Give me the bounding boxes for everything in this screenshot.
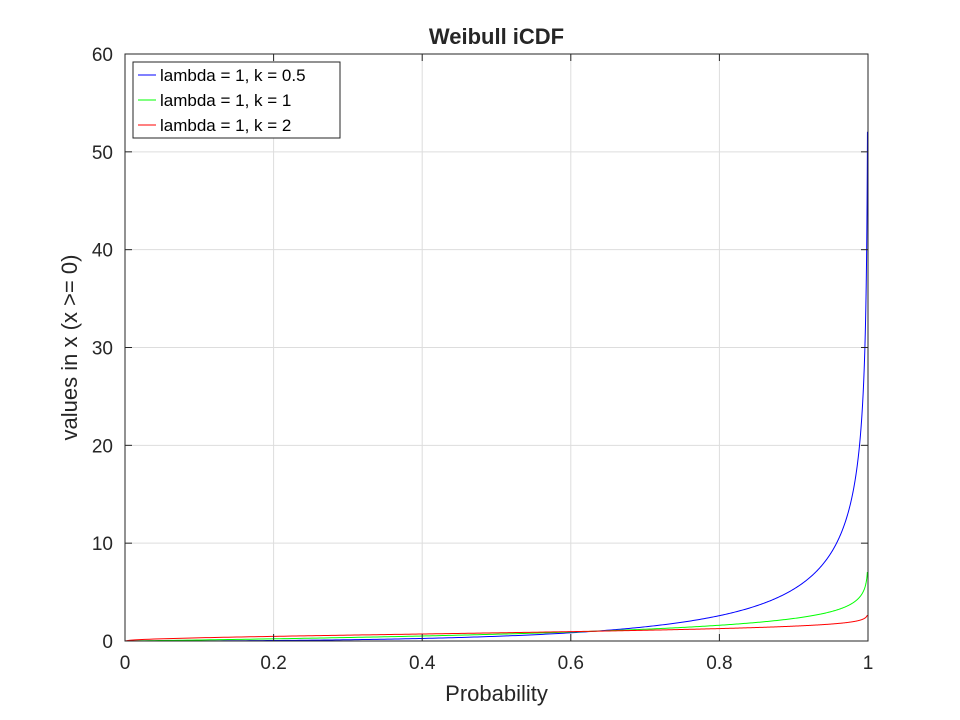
y-axis-label: values in x (x >= 0) <box>57 255 82 441</box>
series-line-3 <box>124 615 868 642</box>
y-tick-label: 50 <box>92 143 113 164</box>
legend: lambda = 1, k = 0.5 lambda = 1, k = 1 lamb… <box>132 61 341 139</box>
x-tick-label: 0.8 <box>706 653 732 674</box>
series-lines <box>124 131 868 642</box>
y-tick-label: 30 <box>92 339 113 360</box>
x-tick-label: 1 <box>863 653 874 674</box>
chart-title: Weibull iCDF <box>429 24 564 49</box>
legend-label-2: lambda = 1, k = 1 <box>160 91 291 110</box>
series-line-2 <box>124 572 868 642</box>
y-tick-label: 60 <box>92 45 113 66</box>
series-line-1 <box>125 131 868 642</box>
y-tick-label: 20 <box>92 436 113 457</box>
x-axis-label: Probability <box>445 681 548 706</box>
y-tick-label: 10 <box>92 534 113 555</box>
legend-box <box>132 61 341 139</box>
y-tick-label: 40 <box>92 241 113 262</box>
y-tick-label: 0 <box>102 632 113 653</box>
grid-lines <box>125 54 868 641</box>
x-tick-label: 0.4 <box>409 653 436 674</box>
legend-label-1: lambda = 1, k = 0.5 <box>160 66 306 85</box>
legend-label-3: lambda = 1, k = 2 <box>160 116 291 135</box>
x-tick-label: 0.6 <box>558 653 584 674</box>
x-tick-label: 0.2 <box>260 653 286 674</box>
x-tick-label: 0 <box>120 653 131 674</box>
